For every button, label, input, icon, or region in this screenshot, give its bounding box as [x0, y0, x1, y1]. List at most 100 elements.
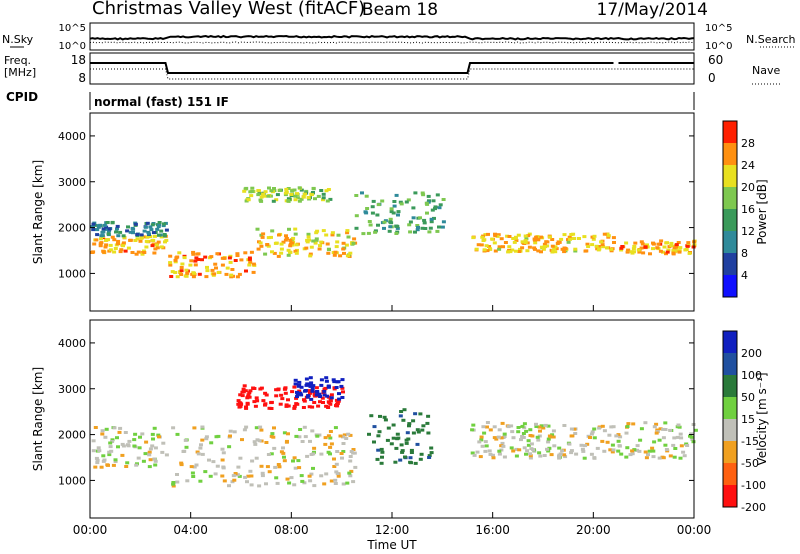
velocity-cell	[309, 381, 314, 385]
velocity-cell	[216, 434, 221, 438]
velocity-cell	[478, 455, 483, 459]
velocity-cell	[521, 436, 526, 439]
power-cell	[263, 252, 268, 256]
colorbar-tick-label: 200	[741, 347, 762, 360]
power-cell	[645, 243, 649, 247]
velocity-cell	[328, 436, 333, 440]
power-cell	[247, 257, 252, 261]
velocity-cell	[322, 482, 327, 486]
velocity-cell	[332, 465, 337, 468]
velocity-cell	[588, 436, 592, 439]
velocity-cell	[282, 431, 287, 435]
noise-right-tick-low: 10^0	[705, 41, 732, 52]
velocity-cell	[132, 438, 137, 442]
power-cell	[562, 233, 567, 237]
velocity-cell	[96, 446, 101, 450]
velocity-cell	[650, 446, 655, 450]
power-cell	[488, 247, 492, 251]
velocity-cell	[534, 422, 538, 426]
power-cell	[272, 251, 277, 255]
velocity-cell	[333, 478, 338, 482]
power-cell	[428, 226, 433, 230]
velocity-cell	[312, 484, 317, 488]
colorbar-swatch	[723, 419, 737, 442]
velocity-cell	[235, 473, 240, 477]
velocity-cell	[514, 454, 519, 458]
power-cell	[134, 252, 139, 256]
velocity-cell	[529, 442, 534, 446]
velocity-cell	[549, 435, 554, 439]
velocity-cell	[100, 429, 105, 433]
power-cell	[325, 242, 330, 246]
power-cell	[420, 226, 425, 230]
power-cell	[162, 222, 166, 226]
power-cell	[324, 189, 329, 193]
power-cell	[251, 270, 256, 274]
velocity-cell	[215, 464, 220, 468]
velocity-cell	[524, 452, 528, 456]
velocity-cell	[569, 451, 574, 455]
power-cell	[514, 249, 518, 253]
y-tick-label: 3000	[58, 176, 86, 189]
velocity-cell	[379, 461, 384, 465]
velocity-cell	[272, 446, 277, 450]
power-cell	[173, 271, 178, 274]
velocity-cell	[310, 387, 315, 390]
velocity-cell	[671, 443, 676, 447]
power-cell	[142, 229, 147, 233]
velocity-cell	[267, 470, 272, 474]
nsearch-label: N.Search	[746, 33, 796, 46]
power-cell	[619, 248, 624, 252]
power-cell	[155, 246, 160, 250]
velocity-cell	[542, 454, 547, 457]
beam-label: Beam 18	[362, 0, 438, 20]
velocity-cell	[413, 461, 418, 465]
velocity-cell	[663, 428, 668, 431]
power-cell	[373, 230, 378, 234]
velocity-cell	[597, 426, 602, 430]
power-cell	[139, 236, 144, 240]
velocity-cell	[657, 456, 662, 460]
power-cell	[590, 243, 595, 247]
power-cell	[612, 241, 616, 244]
velocity-cell	[485, 421, 490, 424]
velocity-cell	[283, 387, 288, 391]
velocity-cell	[367, 432, 371, 436]
velocity-cell	[519, 438, 523, 442]
velocity-cell	[398, 458, 403, 462]
velocity-cell	[528, 434, 533, 437]
power-cell	[661, 250, 665, 254]
velocity-cell	[286, 404, 291, 408]
power-cell	[179, 273, 184, 276]
velocity-cell	[583, 444, 588, 448]
velocity-cell	[484, 444, 489, 448]
velocity-cell	[221, 451, 226, 455]
power-cell	[293, 232, 298, 236]
velocity-cell	[668, 454, 673, 458]
velocity-cell	[335, 472, 340, 475]
velocity-cell	[563, 455, 568, 459]
velocity-cell	[400, 449, 405, 453]
velocity-cell	[305, 395, 310, 399]
velocity-cell	[227, 484, 231, 488]
power-cell	[286, 253, 291, 257]
velocity-cell	[285, 439, 289, 443]
power-cell	[539, 250, 543, 254]
power-cell	[321, 192, 326, 196]
power-cell	[671, 249, 676, 253]
velocity-cell	[259, 464, 264, 468]
velocity-cell	[389, 442, 394, 446]
power-cell	[427, 230, 432, 234]
velocity-cell	[472, 453, 477, 457]
velocity-cell	[334, 402, 339, 406]
power-cell	[224, 272, 229, 276]
velocity-cell	[400, 450, 405, 454]
velocity-cell	[690, 438, 695, 441]
velocity-cell	[254, 456, 259, 460]
velocity-cell	[326, 400, 331, 404]
velocity-cell	[144, 440, 149, 444]
velocity-cell	[133, 432, 138, 436]
velocity-cell	[283, 391, 288, 395]
velocity-cell	[488, 428, 493, 432]
freq-unit-label: [MHz]	[4, 66, 36, 79]
